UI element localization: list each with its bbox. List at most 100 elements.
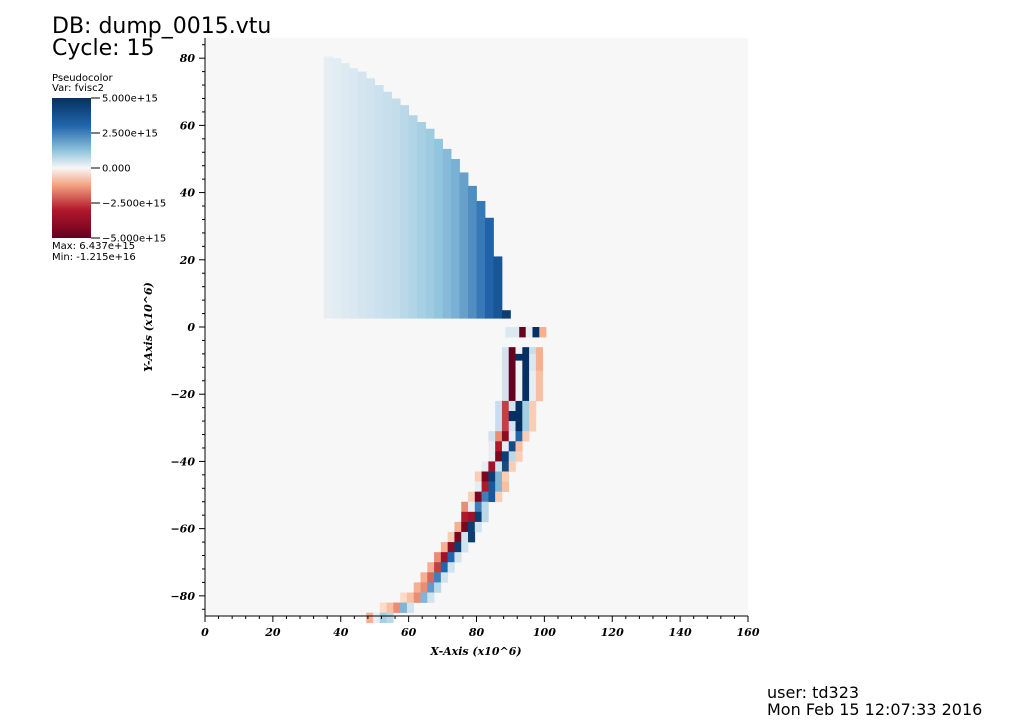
heatmap-cell-97 <box>468 501 476 513</box>
heatmap-cell-88 <box>488 481 496 492</box>
heatmap-column-5 <box>366 78 376 319</box>
heatmap-cell-104 <box>454 521 462 533</box>
heatmap-column-16 <box>459 172 469 319</box>
heatmap-cell-27 <box>522 370 530 382</box>
heatmap-cell-11 <box>535 347 543 358</box>
heatmap-cell-90 <box>501 481 510 492</box>
heatmap-cell-67 <box>495 441 503 452</box>
heatmap-cell-91 <box>468 491 476 503</box>
heatmap-cell-24 <box>501 370 510 382</box>
colorbar-ticks: 5.000e+15 2.500e+15 0.000 −2.500e+15 −5.000e… <box>91 94 166 245</box>
heatmap-column-0 <box>323 56 333 319</box>
heatmap-cell-46 <box>522 400 530 412</box>
heatmap-cell-77 <box>488 461 496 472</box>
heatmap-cell-132 <box>400 592 408 603</box>
heatmap-cell-40 <box>529 390 537 402</box>
date-label: Mon Feb 15 12:07:33 2016 <box>767 700 983 719</box>
heatmap-cell-23 <box>535 360 543 371</box>
heatmap-cell-101 <box>468 511 476 523</box>
heatmap-cell-142 <box>366 612 374 624</box>
heatmap-cell-102 <box>474 511 482 523</box>
heatmap-cell-123 <box>447 562 455 573</box>
heatmap-cell-121 <box>434 562 442 573</box>
heatmap-column-18 <box>476 200 486 319</box>
heatmap-cell-50 <box>508 411 516 422</box>
heatmap-cell-62 <box>501 431 510 442</box>
y-tick-label: 20 <box>179 254 196 267</box>
heatmap-column-9 <box>400 105 410 319</box>
legend-plot-type: Pseudocolor <box>52 73 113 84</box>
heatmap-cell-75 <box>515 451 523 462</box>
heatmap-cell-8 <box>515 347 523 358</box>
heatmap-cell-25 <box>508 370 516 382</box>
heatmap-cell-31 <box>508 380 516 392</box>
heatmap-column-10 <box>408 115 418 319</box>
colorbar-tick-label: 2.500e+15 <box>102 129 158 140</box>
y-tick-label: 0 <box>187 321 195 334</box>
x-axis-ticks: 0 20 40 60 80 100 120 140 160 <box>201 616 760 639</box>
heatmap-cell-20 <box>515 360 523 371</box>
heatmap-cell-139 <box>393 602 401 613</box>
heatmap-cell-137 <box>379 602 387 613</box>
heatmap-cell-1 <box>518 327 527 338</box>
legend-min: Min: -1.215e+16 <box>52 252 136 263</box>
heatmap-cell-82 <box>481 471 489 482</box>
heatmap-cell-110 <box>461 531 469 543</box>
heatmap-cell-4 <box>539 327 547 338</box>
heatmap-cell-144 <box>379 612 387 624</box>
heatmap-column-3 <box>349 68 359 319</box>
heatmap-cell-49 <box>501 411 510 422</box>
heatmap-cell-120 <box>427 562 435 573</box>
y-axis-ticks: 80 60 40 20 0 −20 −40 −60 −80 <box>170 44 205 610</box>
y-tick-label: −40 <box>170 455 195 468</box>
heatmap-cell-39 <box>522 390 530 402</box>
heatmap-cell-7 <box>508 347 516 358</box>
x-tick-label: 0 <box>201 626 209 639</box>
heatmap-cell-92 <box>474 491 482 503</box>
heatmap-cell-16 <box>529 353 537 365</box>
heatmap-cell-2 <box>525 327 533 338</box>
user-label: user: td323 <box>767 683 860 702</box>
heatmap-cell-76 <box>481 461 489 472</box>
y-tick-label: 40 <box>180 187 196 200</box>
heatmap-cell-141 <box>406 602 415 613</box>
heatmap-column-17 <box>468 185 477 319</box>
heatmap-cell-133 <box>406 592 415 603</box>
heatmap-cell-55 <box>501 421 510 432</box>
heatmap-column-15 <box>451 158 460 319</box>
heatmap-column-13 <box>434 138 443 319</box>
x-tick-label: 100 <box>533 626 556 639</box>
heatmap-cell-127 <box>440 572 448 583</box>
heatmap-cell-128 <box>413 582 421 593</box>
heatmap-cell-56 <box>508 421 516 432</box>
y-axis-title: Y-Axis (x10^6) <box>142 282 155 372</box>
heatmap-cell-78 <box>495 461 503 472</box>
heatmap-column-11 <box>417 122 426 319</box>
heatmap-cell-100 <box>461 511 469 523</box>
heatmap-column-1 <box>332 58 342 319</box>
heatmap-cell-9 <box>522 347 530 358</box>
heatmap-cell-59 <box>529 421 537 432</box>
heatmap-cell-57 <box>515 421 523 432</box>
heatmap-cell-118 <box>447 552 455 563</box>
heatmap-cell-38 <box>515 390 523 402</box>
heatmap-cell-33 <box>522 380 530 392</box>
heatmap-cell-71 <box>488 451 496 462</box>
heatmap-cell-85 <box>501 471 510 482</box>
heatmap-cell-12 <box>501 353 510 365</box>
x-axis-title: X-Axis (x10^6) <box>429 645 521 658</box>
heatmap-cell-105 <box>461 521 469 533</box>
heatmap-cell-45 <box>515 400 523 412</box>
heatmap-cell-99 <box>481 501 489 513</box>
heatmap-cell-52 <box>522 411 530 422</box>
heatmap-cell-29 <box>535 370 543 382</box>
x-tick-label: 120 <box>601 626 624 639</box>
heatmap-column-12 <box>425 128 435 319</box>
y-tick-label: −20 <box>170 388 195 401</box>
heatmap-cell-83 <box>488 471 496 482</box>
heatmap-cell-58 <box>522 421 530 432</box>
heatmap-cell-93 <box>481 491 489 503</box>
heatmap-cell-34 <box>529 380 537 392</box>
heatmap-cell-116 <box>434 552 442 563</box>
colorbar-tick-label: −5.000e+15 <box>102 234 166 245</box>
